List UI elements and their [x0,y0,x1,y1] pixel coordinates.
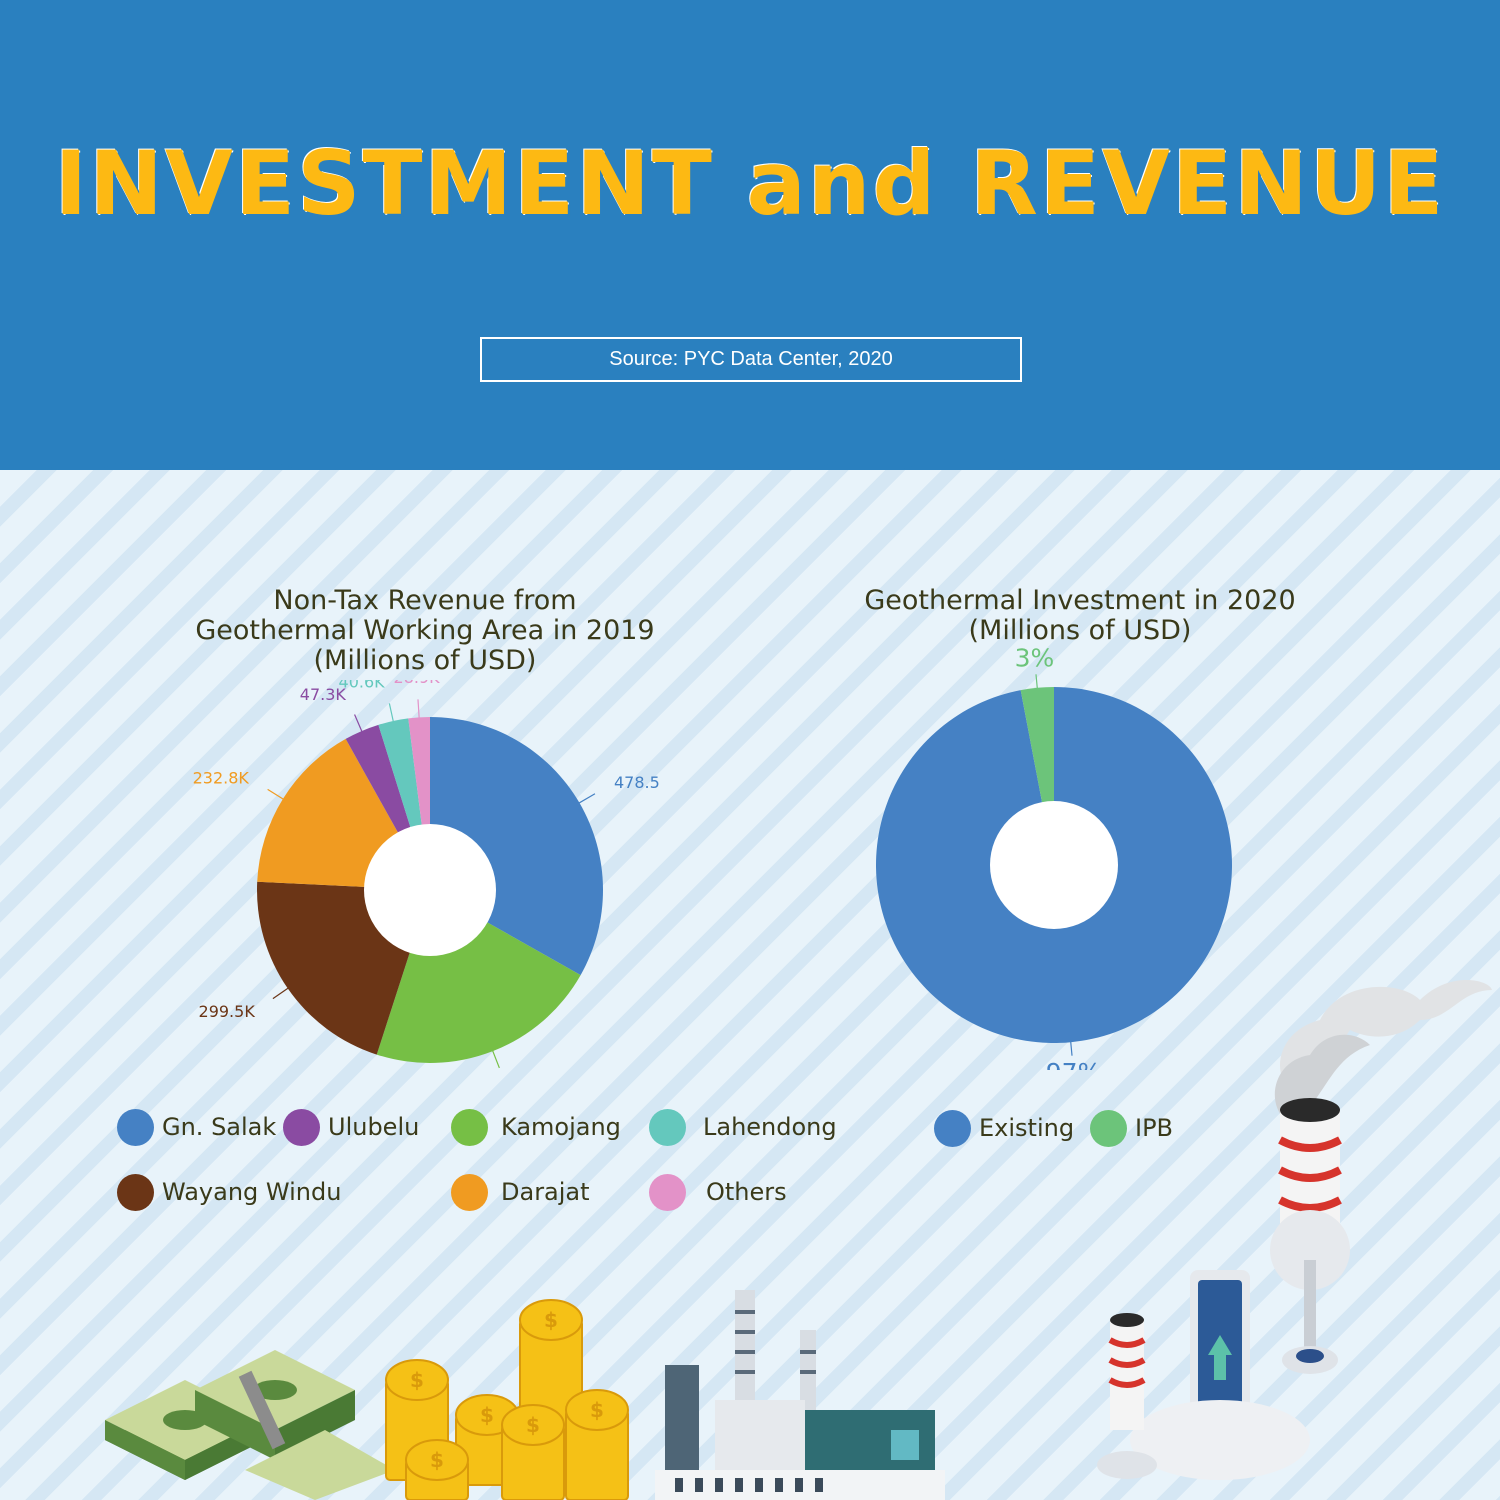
chart2-data-label: 97% [1046,1058,1102,1070]
legend-label: Lahendong [703,1113,837,1141]
chart1-leader-line [577,793,596,805]
svg-text:$: $ [526,1413,540,1437]
legend-item-others: Others [649,1172,787,1212]
chart1-leader-line [491,1049,500,1069]
legend-label: IPB [1135,1114,1174,1142]
chart1-leader-line [354,714,364,734]
legend-item-ipb: IPB [1090,1108,1173,1148]
money-stacks-illustration [105,1350,395,1500]
legend-item-gn-salak: Gn. Salak [117,1107,276,1147]
chart1-title-line-2: Geothermal Working Area in 2019 [195,615,655,646]
chart1-data-label: 47.3K [300,685,347,704]
legend-dot [451,1173,488,1211]
legend-dot [649,1108,686,1146]
legend-item-existing: Existing [934,1108,1074,1148]
svg-text:$: $ [544,1308,558,1332]
legend-dot [649,1173,686,1211]
chart1-title: Non-Tax Revenue from Geothermal Working … [170,586,680,676]
legend-label: Kamojang [501,1113,621,1141]
legend-label: Gn. Salak [162,1113,277,1141]
svg-text:$: $ [430,1448,444,1472]
legend-item-wayang-windu: Wayang Windu [117,1172,341,1212]
chart1-leader-line [267,788,285,801]
chart1-data-label: 40.6K [339,680,386,691]
chart1-leader-line [417,699,420,720]
legend-label: Others [706,1178,787,1206]
source-box: Source: PYC Data Center, 2020 [480,337,1022,382]
chart1-leader-line [272,986,290,1000]
legend-dot [117,1108,154,1146]
legend-label: Existing [979,1114,1075,1142]
page-title: INVESTMENT and REVENUE [54,132,1446,235]
chart1-data-label: 28.9K [394,680,441,687]
legend-item-darajat: Darajat [451,1172,590,1212]
chart1-data-label: 232.8K [193,768,250,787]
chart2-leader-line [1035,674,1039,690]
chart2-donut: 97% 3% [876,644,1232,1070]
chart1-data-label: 478.5K [614,773,660,792]
legend-dot [451,1108,488,1146]
svg-text:$: $ [410,1368,424,1392]
chart1-title-line-1: Non-Tax Revenue from [273,585,577,616]
svg-text:$: $ [480,1403,494,1427]
chart2-title-line-1: Geothermal Investment in 2020 [864,585,1296,616]
legend-item-ulubelu: Ulubelu [283,1107,419,1147]
chart1-title-line-3: (Millions of USD) [313,645,537,676]
legend-item-lahendong: Lahendong [649,1107,837,1147]
legend-label: Wayang Windu [162,1178,342,1206]
smokestack-illustration [1097,980,1492,1480]
power-plant-illustration [655,1290,945,1500]
chart1-leader-line [388,703,395,724]
torn-edge [0,430,1500,478]
legend-dot [283,1108,320,1146]
chart1-data-label: 299.5K [199,1002,256,1021]
chart2-data-label: 3% [1015,644,1055,673]
legend-label: Darajat [501,1178,590,1206]
svg-text:$: $ [590,1398,604,1422]
chart2-center-hole [990,801,1118,929]
coins-illustration: $ $ $ $ $ $ [385,1299,629,1500]
header-banner [0,0,1500,470]
legend-dot [1090,1109,1127,1147]
chart1-center-hole [364,824,496,956]
legend-dot [117,1173,154,1211]
chart1-data-label: 314.3K [507,1079,564,1080]
legend-item-kamojang: Kamojang [451,1107,621,1147]
legend-label: Ulubelu [328,1113,420,1141]
legend-dot [934,1109,971,1147]
chart2-title: Geothermal Investment in 2020 (Millions … [800,586,1360,646]
chart2-leader-line [1069,1040,1073,1056]
chart2-title-line-2: (Millions of USD) [968,615,1192,646]
